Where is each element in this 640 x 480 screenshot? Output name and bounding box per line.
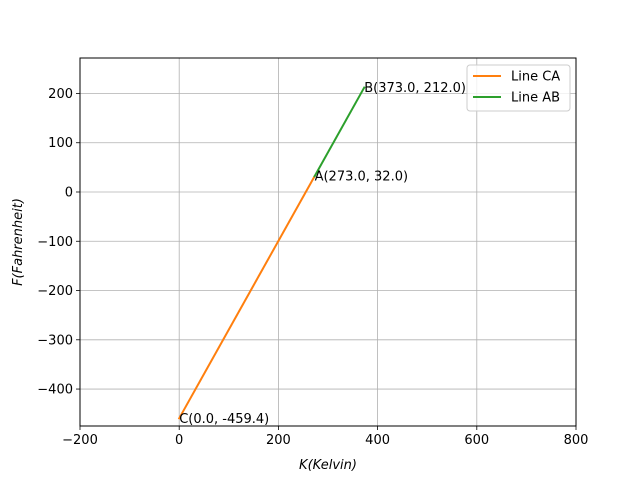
y-tick-label: −100 [37, 235, 73, 250]
point-annotations: C(0.0, -459.4) A(273.0, 32.0) B(373.0, 212… [179, 81, 466, 427]
y-tick-label: −400 [37, 383, 73, 398]
point-annotation: B(373.0, 212.0) [364, 81, 466, 96]
x-tick-label: −200 [62, 433, 98, 448]
point-annotation: C(0.0, -459.4) [179, 412, 269, 427]
plot-frame [79, 57, 577, 427]
x-tick-label: 800 [564, 433, 589, 448]
y-tick-label: 200 [48, 87, 73, 102]
legend-entry-label: Line CA [511, 70, 560, 85]
legend-entry-label: Line AB [511, 91, 560, 106]
series-line-line-ca [177, 174, 316, 420]
point-annotation: A(273.0, 32.0) [315, 170, 408, 185]
y-axis-ticks: −400 −300 −200 −100 0 100 200 [37, 87, 80, 398]
x-tick-label: 600 [464, 433, 489, 448]
x-axis-ticks: −200 0 200 400 600 800 [62, 426, 588, 448]
y-tick-label: 0 [65, 185, 73, 200]
series-line-line-ab [313, 86, 366, 178]
x-tick-label: 200 [266, 433, 291, 448]
x-tick-label: 400 [365, 433, 390, 448]
y-tick-label: 100 [48, 136, 73, 151]
y-tick-label: −300 [37, 333, 73, 348]
y-tick-label: −200 [37, 284, 73, 299]
x-axis-label: K(Kelvin) [299, 458, 357, 473]
legend: Line CA Line AB [466, 64, 571, 112]
series-lines [177, 86, 366, 420]
y-axis-label: F(Fahrenheit) [11, 198, 26, 286]
x-tick-label: 0 [175, 433, 183, 448]
